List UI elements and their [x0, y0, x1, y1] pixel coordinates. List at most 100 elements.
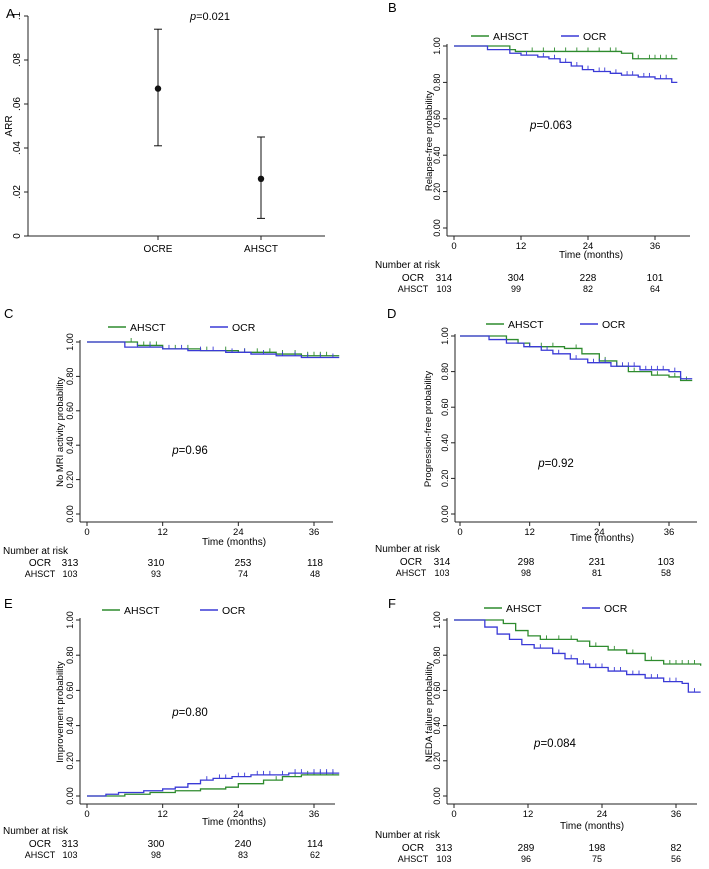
- y-axis-title: Progression-free probability: [423, 371, 434, 487]
- x-tick-label: 24: [233, 809, 244, 820]
- p-value-text: =0.021: [196, 11, 230, 23]
- risk-row-label-ahsct: AHSCT: [396, 568, 427, 578]
- risk-table-title: Number at risk: [375, 260, 441, 271]
- risk-cell: 313: [436, 843, 453, 854]
- y-tick-label: 0.20: [65, 471, 75, 489]
- panel-label-D: D: [387, 306, 396, 321]
- y-tick-label: 0.80: [432, 74, 442, 92]
- y-axis-title: No MRI activity probability: [55, 377, 66, 487]
- panel-F: F 0.00 0.20 0.40 0.60 0.80 1.00 NEDA failure pr…: [375, 596, 702, 864]
- y-tick-label: 0.40: [440, 434, 450, 452]
- risk-cell: 310: [148, 558, 165, 569]
- x-tick-label: 36: [309, 527, 320, 538]
- risk-cell: 98: [151, 850, 161, 860]
- risk-cell: 99: [511, 284, 521, 294]
- risk-row-label-ocr: OCR: [400, 557, 422, 568]
- y-tick-label: 0.60: [65, 402, 75, 420]
- y-tick-label: .04: [12, 141, 23, 155]
- survival-curve-ocr: [460, 335, 693, 380]
- x-tick-label: 36: [650, 241, 661, 252]
- risk-cell: 231: [589, 557, 606, 568]
- y-tick-label: 0.60: [432, 110, 442, 128]
- legend-label-ahsct: AHSCT: [493, 31, 529, 43]
- y-tick-label: 1.00: [65, 333, 75, 351]
- y-tick-label: .08: [12, 53, 23, 67]
- y-tick-label: .1: [12, 11, 23, 20]
- point-marker: [154, 85, 162, 92]
- series-ocr: [87, 769, 340, 797]
- p-value-label: p=0.96: [171, 445, 208, 457]
- risk-row-label-ocr: OCR: [402, 843, 424, 854]
- risk-cell: 103: [436, 284, 451, 294]
- risk-cell: 103: [62, 850, 77, 860]
- panel-A: A 0 .02 .04 .06 .08 .1 ARR OCRE AHSCT p=0.021: [4, 6, 325, 255]
- panel-label-A: A: [6, 6, 15, 21]
- p-value-prefix: p: [537, 458, 545, 470]
- p-value-prefix: p: [529, 120, 537, 132]
- y-tick-label: 0.00: [65, 505, 75, 523]
- legend-label-ahsct: AHSCT: [124, 605, 160, 617]
- survival-curve-ahsct: [454, 45, 678, 60]
- legend-label-ahsct: AHSCT: [506, 603, 542, 615]
- x-tick-label: 24: [233, 527, 244, 538]
- y-tick-label: 0.20: [440, 470, 450, 488]
- risk-table: Number at risk OCR 314 298 231 103 AHSCT 103 98 8…: [375, 544, 675, 578]
- risk-cell: 114: [307, 839, 323, 850]
- y-tick-label: 0.40: [432, 717, 442, 735]
- risk-cell: 304: [508, 273, 525, 284]
- p-value-prefix: p: [171, 445, 179, 457]
- x-tick-label: 12: [157, 809, 168, 820]
- y-tick-label: 1.00: [65, 611, 75, 629]
- risk-cell: 300: [148, 839, 165, 850]
- p-value-label: p=0.92: [537, 458, 574, 470]
- legend-label-ahsct: AHSCT: [508, 319, 544, 331]
- y-tick-label: 0.80: [65, 368, 75, 386]
- risk-cell: 93: [151, 569, 161, 579]
- x-tick-label: 0: [451, 809, 456, 820]
- y-tick-label: 1.00: [440, 327, 450, 345]
- risk-table-title: Number at risk: [375, 544, 441, 555]
- panel-label-F: F: [388, 596, 396, 611]
- risk-cell: 314: [434, 557, 451, 568]
- series-ocr: [87, 341, 340, 359]
- y-tick-label: 0: [12, 233, 23, 239]
- panel-B: B 0.00 0.20 0.40 0.60 0.80 1.00 Relapse-free pr…: [375, 0, 690, 294]
- risk-cell: 103: [436, 854, 451, 864]
- x-tick-label: 0: [84, 809, 89, 820]
- x-axis-title: Time (months): [560, 821, 624, 832]
- x-tick-label: 12: [157, 527, 168, 538]
- p-value-prefix: p: [533, 738, 541, 750]
- x-tick-label: 12: [524, 527, 535, 538]
- data-point-ahsct: [257, 136, 265, 219]
- y-tick-label: 0.40: [432, 146, 442, 164]
- risk-row-label-ahsct: AHSCT: [398, 284, 429, 294]
- series-ahsct: [454, 45, 678, 60]
- x-tick-label: 24: [594, 527, 605, 538]
- risk-row-label-ocr: OCR: [402, 273, 424, 284]
- y-tick-label: 0.40: [65, 436, 75, 454]
- p-value-label: p=0.021: [189, 11, 230, 23]
- y-tick-label: 0.80: [432, 646, 442, 664]
- series-ahsct: [454, 619, 702, 666]
- y-tick-label: 0.60: [440, 398, 450, 416]
- p-value-text: =0.80: [179, 707, 208, 719]
- risk-table: Number at risk OCR 313 300 240 114 AHSCT 103 98 8…: [3, 826, 323, 860]
- panel-D: D 0.00 0.20 0.40 0.60 0.80 1.00 Progression-fre…: [375, 306, 697, 578]
- panel-E: E 0.00 0.20 0.40 0.60 0.80 1.00 Improvement pro…: [3, 596, 340, 860]
- survival-curve-ahsct: [87, 774, 340, 797]
- survival-curve-ocr: [87, 341, 340, 359]
- x-tick-label: 24: [597, 809, 608, 820]
- risk-cell: 103: [658, 557, 675, 568]
- panel-label-E: E: [4, 596, 13, 611]
- risk-table-title: Number at risk: [375, 830, 441, 841]
- p-value-prefix: p: [189, 11, 196, 23]
- series-ocr: [454, 45, 678, 84]
- x-tick-label: AHSCT: [244, 244, 278, 255]
- x-axis-title: Time (months): [202, 817, 266, 828]
- x-tick-label: 36: [671, 809, 682, 820]
- risk-cell: 98: [521, 568, 531, 578]
- risk-row-label-ocr: OCR: [29, 558, 51, 569]
- y-tick-label: .06: [12, 97, 23, 111]
- p-value-text: =0.96: [179, 445, 208, 457]
- x-tick-label: 36: [664, 527, 675, 538]
